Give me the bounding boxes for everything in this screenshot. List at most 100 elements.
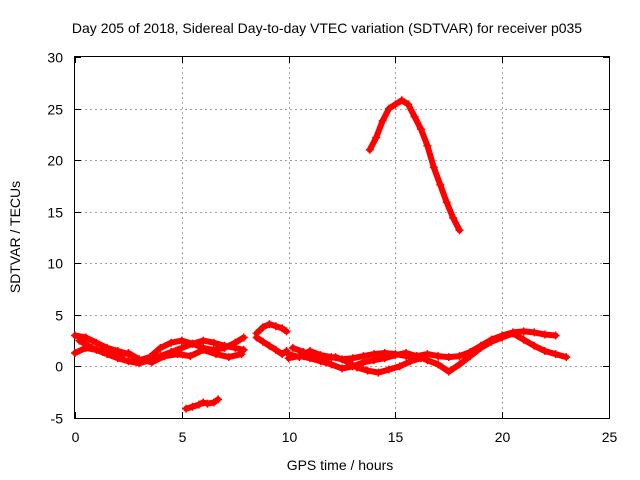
data-point [455,360,464,369]
data-series-track-5 [252,320,291,338]
data-point [265,320,274,329]
x-tick-label: 20 [495,429,511,445]
data-point [404,100,413,109]
data-point [372,133,381,142]
data-point [212,350,220,359]
data-point [444,367,453,376]
data-point [265,341,274,350]
data-point [455,352,464,361]
data-point [284,354,293,363]
data-point [540,347,549,355]
data-point [81,333,90,342]
y-tick-label: 30 [47,50,63,66]
data-point [278,324,287,333]
data-point [423,141,432,150]
data-point [186,352,195,361]
data-point [299,348,308,356]
data-point [385,365,393,374]
data-point [530,341,539,350]
data-point [160,352,169,361]
x-tick-label: 5 [179,429,187,445]
data-point [391,100,400,109]
data-point [417,354,425,363]
data-point [188,402,197,411]
data-point [562,353,571,362]
data-point [199,398,208,407]
y-tick-label: 25 [47,102,63,118]
data-point [182,404,191,413]
data-point [252,333,261,342]
y-tick-label: 0 [55,359,63,375]
data-point [363,366,372,375]
data-point [259,323,267,332]
data-point [71,349,79,357]
y-tick-label: 5 [55,308,63,324]
data-point [551,350,560,359]
data-point [406,357,415,366]
data-point [402,349,411,357]
data-point [540,330,549,339]
data-point [327,360,336,369]
data-point [397,96,406,105]
data-point [442,198,451,207]
x-tick-label: 25 [602,429,618,445]
x-tick-label: 10 [282,429,298,445]
data-point [331,353,340,362]
data-point [237,350,246,359]
data-series-track-9 [288,343,425,377]
data-point [365,145,374,154]
x-tick-label: 15 [388,429,404,445]
data-point [444,353,453,362]
data-point [203,399,212,408]
data-point [348,354,357,363]
data-point [455,226,464,235]
data-point [385,104,393,113]
data-point [551,331,560,340]
data-point [429,163,438,172]
data-point [224,353,233,362]
data-point [288,343,297,352]
data-point [338,364,346,373]
data-point [476,343,485,352]
data-point [271,322,280,331]
data-point [271,345,280,354]
data-point [259,337,267,346]
data-point [359,358,368,367]
data-point [167,338,176,347]
data-point [519,327,528,336]
data-point [466,352,475,361]
data-point [177,343,186,352]
data-point [395,362,404,371]
data-point [124,357,133,366]
data-point [320,354,329,363]
data-point [92,338,101,347]
data-point [391,351,400,360]
data-point [209,398,218,407]
data-point [220,341,229,350]
y-tick-label: -5 [51,411,64,427]
data-point [71,331,79,340]
y-tick-labels: -5 0 5 10 15 20 25 30 [47,50,63,427]
data-point [75,336,84,345]
data-point [417,125,425,134]
data-point [124,349,133,357]
data-point [88,343,97,352]
data-point [374,368,383,377]
tick-layer [75,57,610,419]
data-point [156,343,165,352]
data-point [410,112,419,121]
data-point [147,358,156,367]
data-point [370,356,378,365]
data-point [498,333,507,342]
data-point [199,345,208,354]
data-point [111,352,120,361]
data-point [188,339,197,348]
data-point [177,336,186,345]
data-point [194,400,203,409]
data-point [239,333,248,342]
data-point [231,343,240,352]
data-point [135,355,144,364]
x-axis-label: GPS time / hours [287,457,394,473]
data-point [378,116,387,125]
